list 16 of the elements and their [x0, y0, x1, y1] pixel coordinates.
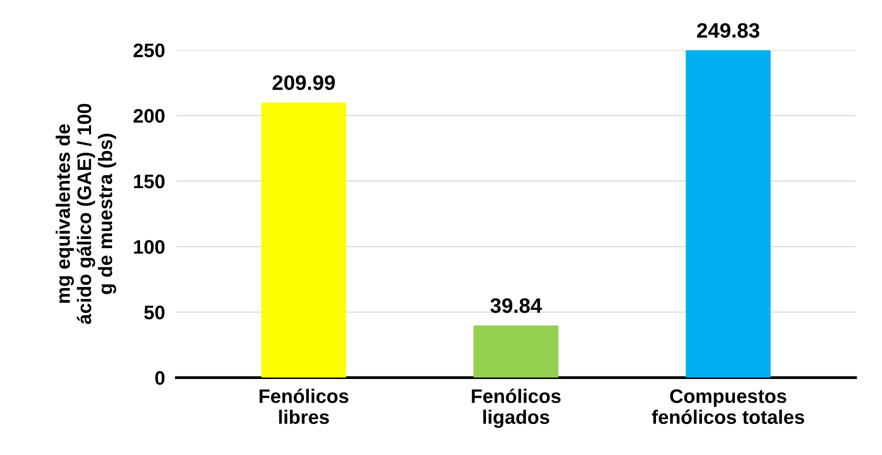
y-tick-label: 50 — [144, 306, 164, 320]
y-tick-label: 150 — [134, 174, 164, 188]
bar — [474, 325, 558, 378]
x-tick-label: Fenólicos libres — [260, 388, 348, 424]
bar — [686, 50, 771, 378]
data-label: 39.84 — [490, 298, 542, 314]
data-label: 209.99 — [272, 75, 335, 90]
y-tick-label: 200 — [134, 109, 164, 123]
x-tick-label: Compuestos fenólicos totales — [652, 389, 804, 424]
bar — [261, 102, 346, 378]
y-axis-title: mg equivalentes de ácido gálico (GAE) / 100 g de muestra (bs) — [56, 104, 116, 324]
x-tick-label: Fenólicos ligados — [472, 388, 561, 428]
y-tick-label: 250 — [134, 44, 164, 58]
data-label: 249.83 — [697, 23, 760, 38]
y-tick-label: 0 — [155, 371, 164, 385]
y-tick-label: 100 — [134, 240, 164, 254]
